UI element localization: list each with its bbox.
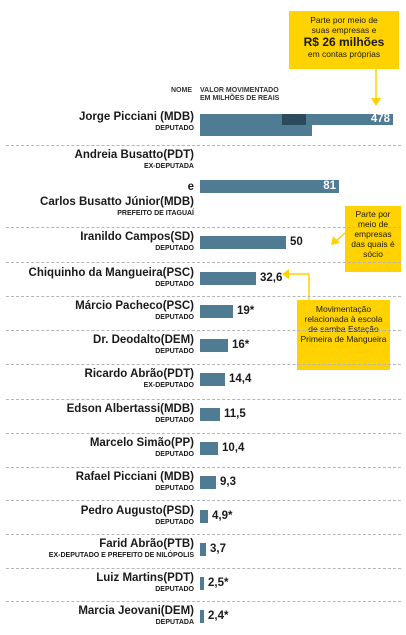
row-separator (6, 364, 401, 365)
person-name: Rafael Picciani (MDB) (75, 471, 194, 483)
picciani-note-amount: R$ 26 milhões (303, 35, 385, 49)
value-bar (200, 408, 220, 421)
picciani-arrowhead (371, 98, 381, 106)
row-separator (6, 145, 401, 146)
value-bar (200, 373, 225, 386)
row-separator (6, 296, 401, 297)
iranildo-note-text: Parte por meio de empresas das quais é s… (351, 209, 395, 259)
value-bar (200, 442, 218, 455)
person-role: DEPUTADO (155, 451, 194, 458)
person-role: DEPUTADO (155, 125, 194, 132)
iranildo-note: Parte por meio de empresas das quais é s… (345, 206, 401, 272)
value-label: 50 (290, 236, 303, 248)
value-header-line-1: VALOR MOVIMENTADO (200, 87, 279, 94)
person-role: EX-DEPUTADO (143, 382, 194, 389)
row-separator (6, 330, 401, 331)
value-label: 2,4* (208, 610, 229, 622)
row-separator (6, 433, 401, 434)
value-label: 2,5* (208, 577, 229, 589)
person-name: Carlos Busatto Júnior(MDB) (40, 196, 194, 208)
person-name: Andreia Busatto(PDT) (74, 149, 194, 161)
person-role: DEPUTADO (155, 281, 194, 288)
value-bar (200, 180, 339, 193)
person-name: Chiquinho da Mangueira(PSC) (28, 267, 194, 279)
value-bar (200, 272, 256, 285)
value-label: 478 (370, 113, 390, 125)
value-label: 19* (237, 305, 255, 317)
value-bar (200, 510, 208, 523)
person-role: DEPUTADO (155, 314, 194, 321)
value-bar-company-portion (282, 114, 306, 125)
value-bar-portion (200, 125, 312, 136)
person-name: Marcelo Simão(PP) (89, 437, 194, 449)
picciani-note: Parte por meio de suas empresas e R$ 26 … (289, 11, 399, 69)
value-label: 81 (323, 180, 336, 192)
person-name: Dr. Deodalto(DEM) (93, 334, 194, 346)
row-separator (6, 399, 401, 400)
person-name: Márcio Pacheco(PSC) (75, 300, 194, 312)
person-name: Iranildo Campos(SD) (80, 231, 194, 243)
chiquinho-arrowhead (282, 269, 289, 279)
chiquinho-note-text: Movimentação relacionada à escola de sam… (300, 304, 387, 344)
person-name: Edson Albertassi(MDB) (66, 403, 194, 415)
person-role: EX-DEPUTADO E PREFEITO DE NILÓPOLIS (48, 552, 194, 559)
value-header-line-2: EM MILHÕES DE REAIS (200, 95, 280, 102)
picciani-note-line-4: em contas próprias (307, 49, 381, 59)
value-label: 11,5 (224, 408, 246, 420)
person-role: DEPUTADO (155, 586, 194, 593)
value-label: 9,3 (220, 476, 236, 488)
person-name: Ricardo Abrão(PDT) (84, 368, 194, 380)
row-separator (6, 262, 401, 263)
person-role: DEPUTADO (155, 519, 194, 526)
value-label: 4,9* (212, 510, 233, 522)
row-separator (6, 534, 401, 535)
person-name: Marcia Jeovani(DEM) (78, 605, 194, 617)
person-name: Luiz Martins(PDT) (96, 572, 194, 584)
iranildo-arrow-line (335, 232, 346, 242)
row-separator (6, 227, 401, 228)
value-bar (200, 236, 286, 249)
value-bar (200, 610, 204, 623)
value-column-header: VALOR MOVIMENTADO EM MILHÕES DE REAIS (200, 87, 279, 103)
value-label: 10,4 (222, 442, 245, 454)
value-bar (200, 305, 233, 318)
value-label: 32,6 (260, 272, 283, 284)
value-label: 3,7 (210, 543, 226, 555)
row-separator (6, 601, 401, 602)
value-bar (200, 339, 228, 352)
value-bar (200, 577, 204, 590)
person-role: EX-DEPUTADA (143, 163, 194, 170)
person-role: DEPUTADO (155, 245, 194, 252)
connector-and: e (187, 181, 194, 193)
value-label: 14,4 (229, 373, 252, 385)
person-name: Farid Abrão(PTB) (99, 538, 194, 550)
row-separator (6, 568, 401, 569)
person-role: DEPUTADO (155, 417, 194, 424)
person-name: Jorge Picciani (MDB) (78, 111, 194, 123)
picciani-note-line-2: suas empresas e (311, 25, 377, 35)
person-role: DEPUTADO (155, 348, 194, 355)
person-role: DEPUTADO (155, 485, 194, 492)
person-role: PREFEITO DE ITAGUAÍ (117, 210, 194, 217)
picciani-note-line-1: Parte por meio de (310, 15, 378, 25)
person-role: DEPUTADA (155, 619, 194, 626)
person-name: Pedro Augusto(PSD) (80, 505, 194, 517)
chiquinho-note: Movimentação relacionada à escola de sam… (297, 300, 390, 370)
value-label: 16* (232, 339, 250, 351)
name-column-header: NOME (171, 87, 192, 94)
row-separator (6, 467, 401, 468)
value-bar (200, 476, 216, 489)
value-bar (200, 543, 206, 556)
row-separator (6, 500, 401, 501)
iranildo-arrowhead (331, 236, 340, 245)
